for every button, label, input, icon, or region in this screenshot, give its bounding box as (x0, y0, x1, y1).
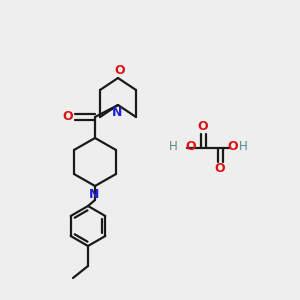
Text: O: O (63, 110, 73, 122)
Text: N: N (112, 106, 122, 119)
Text: H: H (169, 140, 177, 154)
Text: O: O (228, 140, 238, 154)
Text: O: O (215, 163, 225, 176)
Text: H: H (238, 140, 247, 154)
Text: O: O (115, 64, 125, 76)
Text: O: O (198, 121, 208, 134)
Text: N: N (89, 188, 99, 200)
Text: O: O (186, 140, 196, 154)
